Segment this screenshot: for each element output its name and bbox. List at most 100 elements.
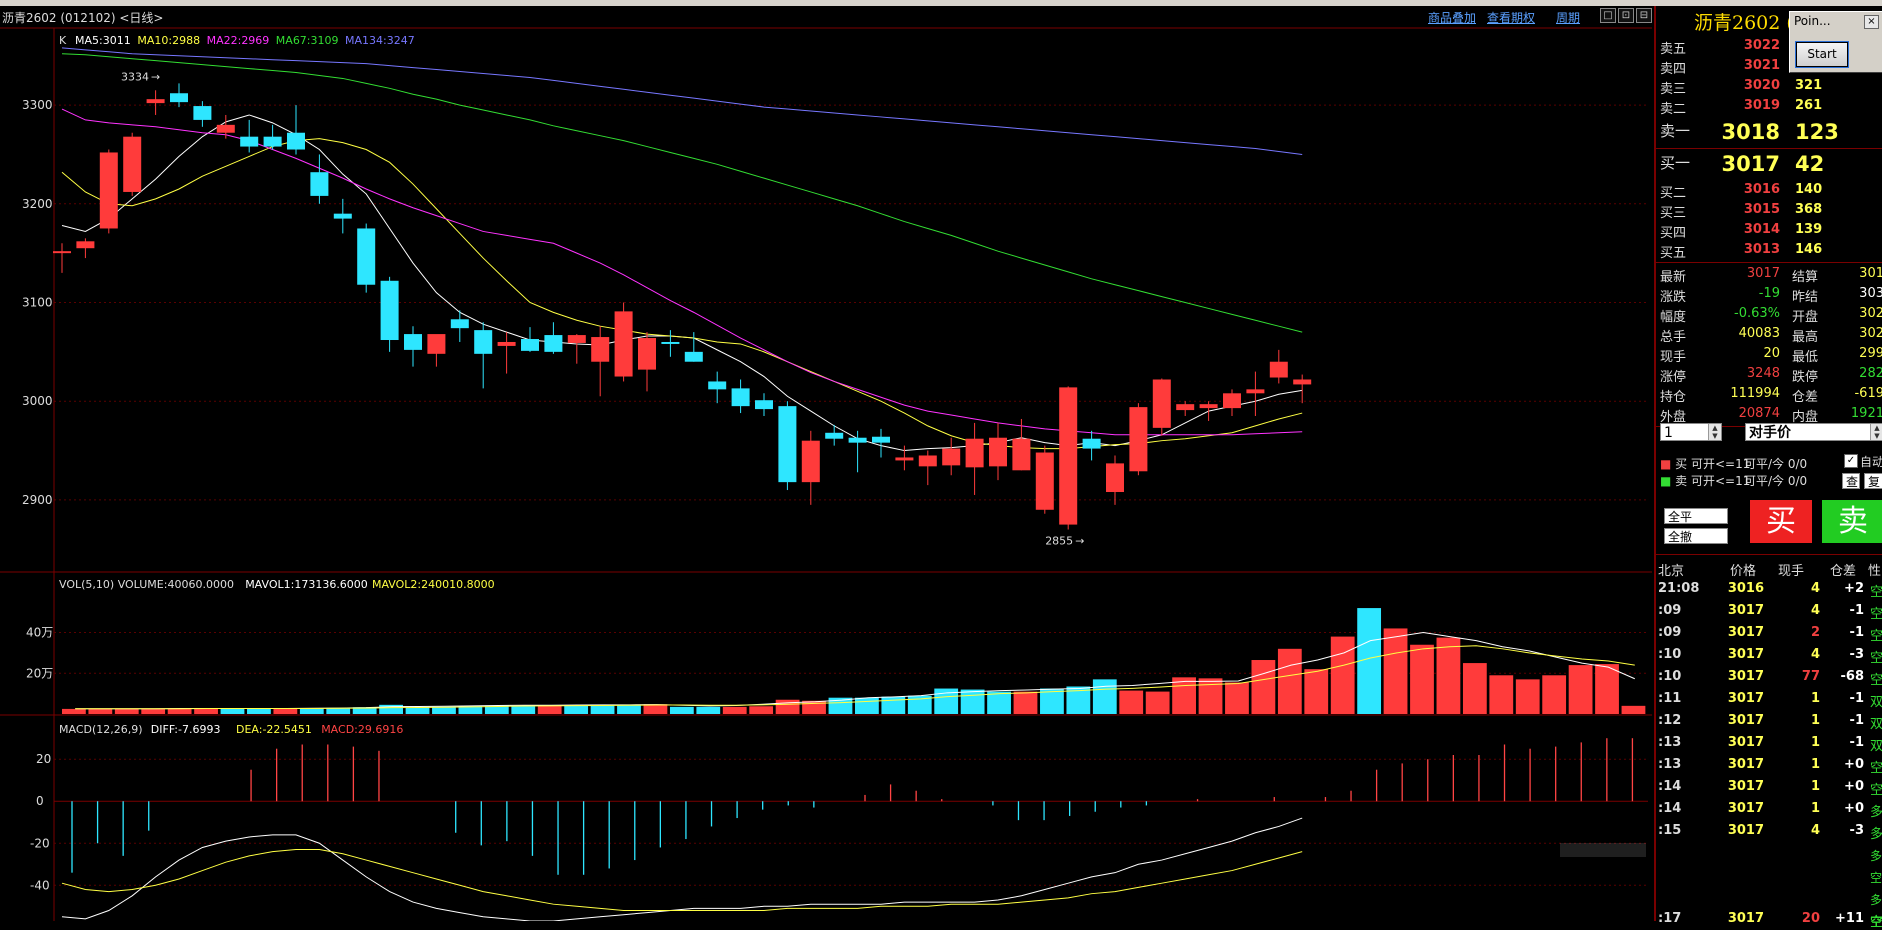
volume-bar[interactable] — [141, 708, 166, 714]
commodity-overlay-link[interactable]: 商品叠加 — [1428, 11, 1477, 25]
volume-bar[interactable] — [855, 697, 879, 714]
volume-bar[interactable] — [1621, 705, 1646, 714]
volume-bar[interactable] — [987, 691, 1011, 714]
volume-bar[interactable] — [484, 705, 509, 714]
candle-body[interactable] — [684, 351, 703, 362]
candle-body[interactable] — [755, 400, 773, 410]
start-button[interactable]: Start — [1795, 41, 1849, 68]
candle-body[interactable] — [989, 437, 1007, 467]
volume-bar[interactable] — [696, 706, 721, 714]
candle-body[interactable] — [263, 136, 282, 147]
volume-bar[interactable] — [1066, 686, 1091, 715]
volume-bar[interactable] — [669, 706, 694, 714]
candle-body[interactable] — [99, 152, 118, 229]
volume-bar[interactable] — [960, 689, 985, 714]
ask-row-2[interactable]: 卖二 3019 261 — [1660, 98, 1880, 117]
candle-body[interactable] — [1223, 393, 1241, 409]
candle-body[interactable] — [1012, 438, 1031, 471]
volume-bar[interactable] — [1198, 678, 1223, 714]
candle-body[interactable] — [1176, 404, 1195, 411]
volume-bar[interactable] — [564, 705, 589, 714]
bid-row-4[interactable]: 买四 3014 139 — [1660, 222, 1880, 241]
volume-bar[interactable] — [537, 705, 562, 714]
volume-bar[interactable] — [1013, 691, 1038, 714]
volume-bar[interactable] — [881, 696, 906, 714]
volume-bar[interactable] — [62, 708, 86, 714]
volume-bar[interactable] — [405, 707, 430, 714]
candle-body[interactable] — [895, 457, 914, 461]
volume-bar[interactable] — [379, 704, 403, 714]
candle-body[interactable] — [1293, 379, 1312, 385]
bid-row-3[interactable]: 买三 3015 368 — [1660, 202, 1880, 221]
tile-window-button[interactable]: ⊡ — [1618, 8, 1634, 23]
bid-row-2[interactable]: 买二 3016 140 — [1660, 182, 1880, 201]
candle-body[interactable] — [1035, 452, 1054, 510]
candle-body[interactable] — [544, 335, 563, 352]
volume-bar[interactable] — [167, 708, 192, 714]
period-link[interactable]: 周期 — [1556, 11, 1581, 25]
volume-bar[interactable] — [722, 706, 747, 714]
candle-body[interactable] — [918, 455, 937, 467]
volume-bar[interactable] — [907, 695, 932, 714]
bid-row-5[interactable]: 买五 3013 146 — [1660, 242, 1880, 261]
volume-bar[interactable] — [1092, 679, 1117, 714]
price-type-spin-icon[interactable]: ▲ ▼ — [1870, 424, 1882, 440]
volume-bar[interactable] — [1119, 690, 1144, 714]
bid-row-1[interactable]: 买一 3017 42 — [1660, 152, 1880, 176]
volume-bar[interactable] — [114, 708, 139, 715]
candle-body[interactable] — [1246, 389, 1265, 394]
candle-body[interactable] — [193, 106, 212, 120]
volume-bar[interactable] — [1595, 664, 1619, 714]
candle-body[interactable] — [942, 448, 961, 466]
candle-body[interactable] — [53, 251, 71, 254]
volume-bar[interactable] — [88, 708, 113, 714]
volume-bar[interactable] — [1383, 628, 1408, 714]
candle-body[interactable] — [731, 388, 750, 407]
candle-body[interactable] — [450, 319, 469, 329]
volume-bar[interactable] — [511, 706, 536, 714]
volume-bar[interactable] — [749, 706, 774, 714]
close-all-button[interactable]: 全平 — [1664, 508, 1728, 524]
volume-bar[interactable] — [617, 704, 641, 714]
candle-body[interactable] — [216, 124, 235, 133]
volume-bar[interactable] — [1357, 608, 1382, 714]
volume-bar[interactable] — [1225, 682, 1249, 714]
volume-bar[interactable] — [775, 699, 800, 714]
view-options-link[interactable]: 查看期权 — [1487, 11, 1536, 25]
popup-close-icon[interactable]: × — [1864, 15, 1879, 29]
candle-body[interactable] — [170, 93, 188, 103]
candle-body[interactable] — [1269, 361, 1288, 378]
candle-body[interactable] — [240, 136, 259, 147]
volume-bar[interactable] — [1410, 644, 1434, 714]
volume-bar[interactable] — [458, 705, 483, 714]
ask-row-3[interactable]: 卖三 3020 321 — [1660, 78, 1880, 97]
candle-body[interactable] — [825, 432, 844, 439]
candle-body[interactable] — [333, 213, 352, 219]
buy-button[interactable]: 买 — [1750, 500, 1812, 543]
volume-bar[interactable] — [1436, 637, 1461, 714]
candle-body[interactable] — [638, 338, 656, 370]
volume-bar[interactable] — [299, 708, 324, 714]
candle-body[interactable] — [591, 337, 610, 362]
volume-bar[interactable] — [432, 706, 456, 714]
volume-bar[interactable] — [643, 704, 668, 714]
restore-window-button[interactable]: □ — [1600, 8, 1616, 23]
volume-bar[interactable] — [194, 708, 218, 715]
candle-body[interactable] — [1106, 463, 1124, 493]
volume-bar[interactable] — [1277, 648, 1302, 714]
volume-bar[interactable] — [273, 708, 298, 714]
volume-bar[interactable] — [1489, 675, 1514, 714]
volume-bar[interactable] — [1568, 665, 1593, 714]
cancel-all-button[interactable]: 全撤 — [1664, 528, 1728, 544]
candle-body[interactable] — [123, 136, 142, 192]
candle-body[interactable] — [146, 99, 165, 104]
candle-body[interactable] — [521, 339, 539, 351]
volume-bar[interactable] — [1515, 679, 1540, 714]
volume-bar[interactable] — [1330, 636, 1355, 714]
volume-bar[interactable] — [247, 708, 271, 715]
candle-body[interactable] — [567, 335, 586, 343]
price-type-select[interactable]: 对手价 ▲ ▼ — [1745, 423, 1882, 441]
candle-body[interactable] — [474, 330, 493, 354]
volume-bar[interactable] — [1172, 677, 1196, 714]
volume-bar[interactable] — [220, 708, 245, 714]
